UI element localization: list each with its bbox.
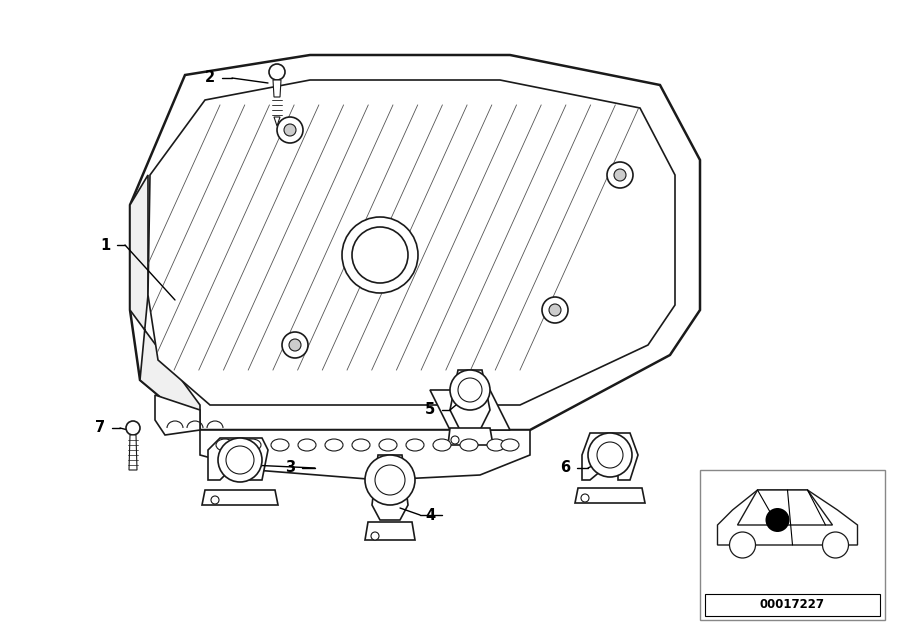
- Ellipse shape: [433, 439, 451, 451]
- Circle shape: [277, 117, 303, 143]
- Bar: [705, 594, 880, 616]
- Circle shape: [730, 532, 755, 558]
- Circle shape: [581, 494, 589, 502]
- Polygon shape: [273, 80, 281, 97]
- Circle shape: [289, 339, 301, 351]
- Polygon shape: [202, 490, 278, 505]
- Text: 00017227: 00017227: [760, 599, 825, 612]
- Ellipse shape: [379, 439, 397, 451]
- Circle shape: [365, 455, 415, 505]
- Ellipse shape: [243, 439, 261, 451]
- Polygon shape: [737, 490, 832, 525]
- Text: 5: 5: [425, 403, 435, 417]
- Ellipse shape: [352, 439, 370, 451]
- Ellipse shape: [460, 439, 478, 451]
- Circle shape: [218, 438, 262, 482]
- Polygon shape: [130, 55, 700, 430]
- Ellipse shape: [501, 439, 519, 451]
- Circle shape: [284, 124, 296, 136]
- Text: 7: 7: [94, 420, 105, 436]
- Ellipse shape: [406, 439, 424, 451]
- Circle shape: [549, 304, 561, 316]
- Polygon shape: [274, 117, 280, 126]
- Ellipse shape: [487, 439, 505, 451]
- Polygon shape: [430, 390, 510, 430]
- Polygon shape: [575, 488, 645, 503]
- Text: 3: 3: [285, 460, 295, 476]
- Circle shape: [371, 532, 379, 540]
- Bar: [700, 470, 885, 620]
- Circle shape: [211, 496, 219, 504]
- Circle shape: [614, 169, 626, 181]
- Text: 4: 4: [425, 507, 435, 523]
- Polygon shape: [129, 435, 137, 470]
- Text: 2: 2: [205, 70, 215, 86]
- Circle shape: [607, 162, 633, 188]
- Circle shape: [450, 370, 490, 410]
- Circle shape: [226, 446, 254, 474]
- Text: 6: 6: [560, 460, 570, 476]
- Circle shape: [352, 227, 408, 283]
- Ellipse shape: [216, 439, 234, 451]
- Polygon shape: [200, 430, 530, 480]
- Circle shape: [342, 217, 418, 293]
- Circle shape: [451, 436, 459, 444]
- Ellipse shape: [298, 439, 316, 451]
- Text: 1: 1: [100, 237, 110, 253]
- Polygon shape: [717, 490, 858, 545]
- Ellipse shape: [271, 439, 289, 451]
- Circle shape: [542, 297, 568, 323]
- Polygon shape: [372, 455, 408, 520]
- Polygon shape: [148, 80, 675, 405]
- Circle shape: [458, 378, 482, 402]
- Circle shape: [375, 465, 405, 495]
- Polygon shape: [130, 175, 200, 430]
- Ellipse shape: [325, 439, 343, 451]
- Polygon shape: [208, 438, 268, 480]
- Circle shape: [588, 433, 632, 477]
- Circle shape: [269, 64, 285, 80]
- Circle shape: [823, 532, 849, 558]
- Circle shape: [766, 508, 789, 532]
- Polygon shape: [155, 395, 200, 435]
- Polygon shape: [450, 370, 490, 430]
- Polygon shape: [448, 428, 493, 445]
- Circle shape: [282, 332, 308, 358]
- Circle shape: [126, 421, 140, 435]
- Circle shape: [597, 442, 623, 468]
- Polygon shape: [365, 522, 415, 540]
- Polygon shape: [582, 433, 638, 480]
